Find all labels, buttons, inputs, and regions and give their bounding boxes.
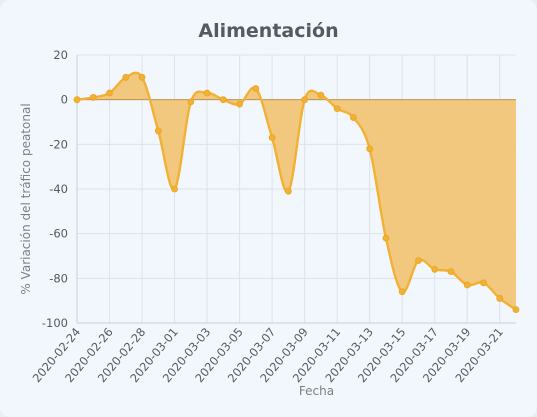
data-point[interactable]: [317, 91, 325, 99]
data-point[interactable]: [73, 96, 81, 104]
data-point[interactable]: [187, 98, 195, 106]
data-point[interactable]: [89, 94, 97, 101]
data-point[interactable]: [415, 257, 422, 264]
data-point[interactable]: [301, 96, 309, 104]
data-point[interactable]: [350, 114, 357, 121]
y-tick-label: -60: [49, 227, 68, 241]
data-point[interactable]: [219, 96, 227, 104]
y-tick-label: -20: [49, 137, 68, 151]
data-point[interactable]: [431, 265, 439, 273]
y-tick-label: 20: [53, 48, 68, 62]
data-point[interactable]: [366, 145, 374, 153]
y-tick-label: -80: [49, 271, 68, 285]
data-point[interactable]: [154, 127, 162, 135]
chart-title: Alimentación: [198, 20, 339, 42]
series-line: [76, 71, 517, 311]
series-area: [77, 72, 516, 310]
data-point[interactable]: [106, 89, 113, 97]
data-point[interactable]: [480, 279, 487, 287]
data-point[interactable]: [496, 295, 504, 302]
y-axis-label: % Variación del tráfico peatonal: [19, 103, 33, 294]
y-tick-label: 0: [61, 93, 68, 107]
data-point[interactable]: [284, 187, 292, 195]
data-point[interactable]: [512, 306, 520, 314]
data-point[interactable]: [236, 100, 243, 108]
data-point[interactable]: [463, 281, 471, 289]
data-point[interactable]: [447, 268, 455, 276]
data-point[interactable]: [203, 89, 211, 97]
data-point[interactable]: [252, 85, 260, 92]
data-point[interactable]: [122, 73, 130, 81]
data-point[interactable]: [398, 288, 406, 296]
y-tick-label: -100: [42, 316, 68, 330]
x-axis-label: Fecha: [299, 384, 334, 398]
data-point[interactable]: [268, 134, 276, 142]
y-tick-label: -40: [49, 182, 68, 196]
data-point[interactable]: [382, 234, 390, 242]
data-point[interactable]: [138, 73, 146, 81]
data-point[interactable]: [333, 105, 341, 112]
data-point[interactable]: [171, 185, 178, 193]
